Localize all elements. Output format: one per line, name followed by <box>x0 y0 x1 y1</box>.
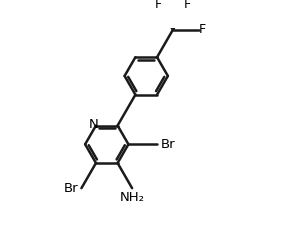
Text: N: N <box>89 118 99 131</box>
Text: F: F <box>184 0 191 11</box>
Text: F: F <box>155 0 162 11</box>
Text: Br: Br <box>161 138 175 151</box>
Text: Br: Br <box>64 182 78 195</box>
Text: NH₂: NH₂ <box>119 191 145 204</box>
Text: F: F <box>199 23 206 36</box>
